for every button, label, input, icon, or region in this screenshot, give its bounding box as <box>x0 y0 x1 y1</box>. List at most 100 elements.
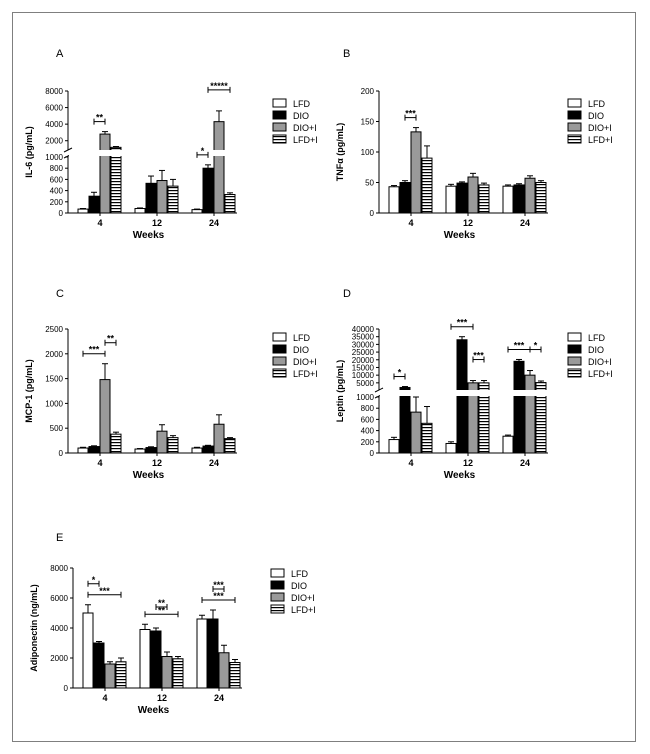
bar-dio <box>150 630 162 689</box>
bar-lfd <box>134 448 146 454</box>
bar-dio-plus-i <box>218 652 230 689</box>
sig-label: *** <box>457 318 468 328</box>
y-tick-label: 200 <box>361 87 375 96</box>
legend-swatch <box>567 344 582 354</box>
legend-label: DIO <box>588 345 604 355</box>
bar-dio <box>88 195 100 214</box>
legend-label: LFD+I <box>293 369 318 379</box>
bar-lfd <box>445 442 457 454</box>
legend-swatch <box>270 580 285 590</box>
y-axis-label: TNFα (pg/mL) <box>335 123 345 182</box>
bar-lfd <box>388 439 400 454</box>
bar-lfd <box>139 629 151 689</box>
sig-label: ***** <box>210 81 228 91</box>
bar-lfd-plus-i <box>167 185 179 214</box>
bar-dio-plus-i <box>104 663 116 689</box>
bar-lfd <box>502 185 514 214</box>
bar-lfd-plus-i <box>224 194 236 214</box>
y-tick-label: 200 <box>50 198 64 207</box>
y-tick-label: 50 <box>365 179 374 188</box>
x-tick-label: 4 <box>102 693 107 703</box>
legend-label: DIO+I <box>293 123 317 133</box>
bar-lfd-plus-i <box>172 658 184 689</box>
axis-break-mark <box>63 147 73 153</box>
bar-dio <box>202 445 214 454</box>
x-tick-label: 24 <box>209 458 219 468</box>
bar-dio-plus-i <box>213 121 225 214</box>
panel-d: D 0 200 400 600 800 1000 5000100001500020000250… <box>335 288 613 481</box>
panel-letter: A <box>56 48 64 60</box>
bar-lfd <box>191 209 203 214</box>
legend-label: DIO+I <box>588 123 612 133</box>
y-axis-label: Leptin (pg/mL) <box>335 360 345 423</box>
x-tick-label: 4 <box>408 218 413 228</box>
bar-lfd-plus-i <box>115 661 127 689</box>
sig-label: * <box>534 341 538 351</box>
panel-e: E 0 2000 4000 6000 8000 Adiponectin (ng/mL) 4 12… <box>29 532 316 716</box>
y-tick-label: 35000 <box>352 333 375 342</box>
bar-dio-plus-i <box>161 656 173 689</box>
panel-letter: C <box>56 288 64 300</box>
legend-swatch <box>567 134 582 144</box>
bar-dio <box>145 447 157 454</box>
y-tick-label: 150 <box>361 118 375 127</box>
y-tick-label: 0 <box>59 449 64 458</box>
bar-dio-plus-i <box>99 133 111 214</box>
y-tick-label: 600 <box>50 175 64 184</box>
x-axis-label: Weeks <box>133 230 165 241</box>
bar-dio-plus-i <box>213 423 225 454</box>
sig-label: *** <box>99 586 110 596</box>
sig-label: *** <box>405 109 416 119</box>
y-tick-label: 2000 <box>45 350 63 359</box>
sig-label: ** <box>96 113 104 123</box>
y-tick-label: 200 <box>361 438 375 447</box>
legend-swatch <box>272 110 287 120</box>
axis-break-gap <box>69 150 238 156</box>
legend-swatch <box>567 122 582 132</box>
legend-swatch <box>270 592 285 602</box>
legend-swatch <box>270 604 285 614</box>
y-tick-label: 0 <box>59 209 64 218</box>
x-tick-label: 4 <box>97 458 102 468</box>
sig-label: ** <box>158 598 166 608</box>
legend-swatch <box>567 332 582 342</box>
bar-dio <box>88 446 100 454</box>
y-tick-label: 4000 <box>45 120 63 129</box>
y-axis-label: IL-6 (pg/mL) <box>24 126 34 178</box>
y-tick-label: 0 <box>370 449 375 458</box>
bar-lfd-plus-i <box>110 433 122 454</box>
bar-lfd <box>77 447 89 454</box>
bar-lfd-plus-i <box>421 422 433 454</box>
y-tick-label: 400 <box>361 427 375 436</box>
x-tick-label: 12 <box>463 218 473 228</box>
y-tick-label: 15000 <box>352 363 375 372</box>
bar-lfd <box>82 612 94 689</box>
sig-label: * <box>201 146 205 156</box>
bar-dio-plus-i <box>524 177 536 214</box>
bar-dio <box>93 642 105 689</box>
x-tick-label: 12 <box>152 458 162 468</box>
y-tick-label: 6000 <box>45 104 63 113</box>
bar-dio-plus-i <box>410 131 422 214</box>
bar-lfd <box>134 208 146 214</box>
y-tick-label: 1500 <box>45 375 63 384</box>
x-tick-label: 24 <box>520 458 530 468</box>
legend-label: DIO <box>291 581 307 591</box>
y-tick-label: 400 <box>50 187 64 196</box>
x-tick-label: 4 <box>408 458 413 468</box>
sig-label: * <box>92 575 96 585</box>
bar-lfd <box>388 186 400 214</box>
bar-dio-plus-i <box>524 374 536 454</box>
panel-c: C 0 500 1000 1500 2000 2500 MCP-1 (pg/mL) 4 12 24 W… <box>24 288 318 481</box>
bar-lfd-plus-i <box>535 182 547 214</box>
legend-swatch <box>567 368 582 378</box>
panel-a: A 0 200 400 600 800 1000 2000 4000 6000 8000 IL-6 (… <box>24 48 318 241</box>
bar-dio-plus-i <box>410 411 422 454</box>
y-tick-label: 100 <box>361 148 375 157</box>
sig-label: ** <box>107 334 115 344</box>
legend-swatch <box>567 110 582 120</box>
legend-swatch <box>272 122 287 132</box>
legend-label: DIO <box>293 111 309 121</box>
x-axis-label: Weeks <box>138 705 170 716</box>
bar-lfd <box>502 435 514 454</box>
